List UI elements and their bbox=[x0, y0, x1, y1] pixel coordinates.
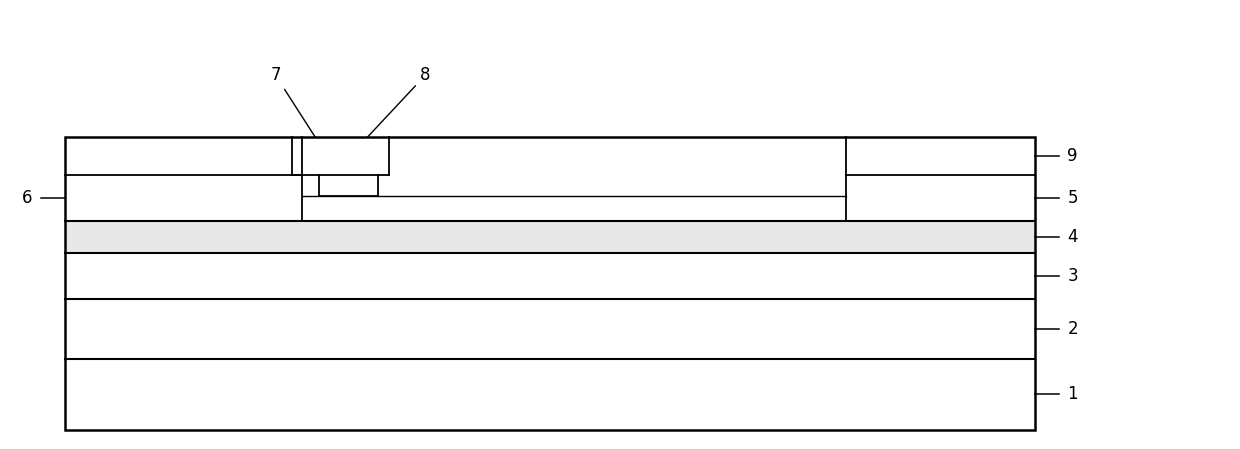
Bar bbox=[64, 221, 1035, 252]
Bar bbox=[846, 137, 1035, 175]
Bar bbox=[319, 175, 378, 196]
Bar bbox=[303, 196, 846, 221]
Text: 7: 7 bbox=[270, 66, 343, 182]
Bar bbox=[64, 299, 1035, 359]
Text: 4: 4 bbox=[1068, 228, 1078, 246]
Bar bbox=[64, 137, 303, 175]
Bar bbox=[64, 137, 1035, 430]
Text: 6: 6 bbox=[22, 189, 32, 207]
Text: 5: 5 bbox=[1068, 189, 1078, 207]
Bar bbox=[303, 175, 846, 196]
Text: 8: 8 bbox=[352, 66, 430, 154]
Bar bbox=[64, 359, 1035, 430]
Bar bbox=[64, 252, 1035, 299]
Text: 2: 2 bbox=[1068, 320, 1078, 338]
Text: 1: 1 bbox=[1068, 385, 1078, 404]
Bar bbox=[291, 137, 388, 175]
Bar bbox=[64, 175, 303, 221]
Text: 9: 9 bbox=[1068, 147, 1078, 165]
Text: 3: 3 bbox=[1068, 267, 1078, 285]
Bar bbox=[846, 175, 1035, 221]
